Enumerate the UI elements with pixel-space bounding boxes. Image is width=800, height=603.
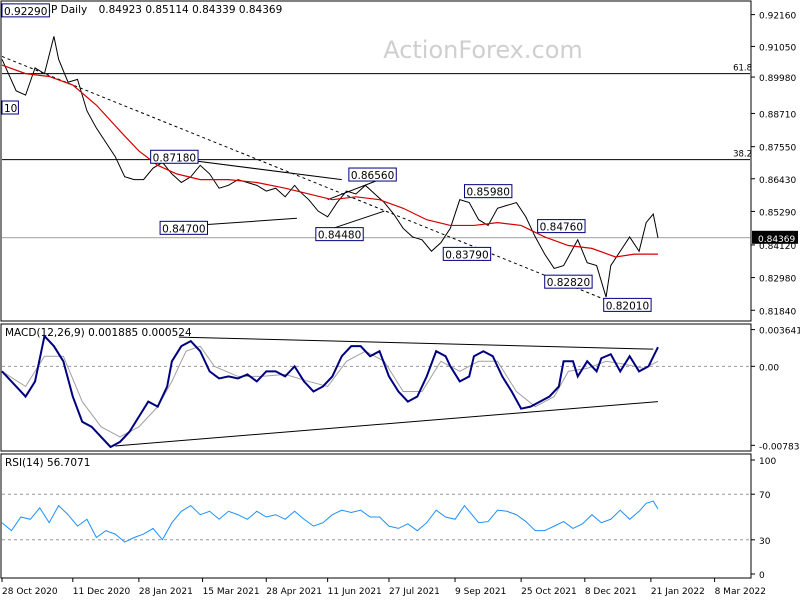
price-annotation-box bbox=[463, 184, 513, 199]
rsi-ytick-label: 70 bbox=[759, 491, 771, 501]
x-tick-label: 28 Apr 2021 bbox=[266, 587, 322, 597]
price-annotation: 10 bbox=[1, 100, 19, 115]
price-annotation: 0.85980 bbox=[463, 184, 513, 199]
price-annotation-text: 0.84700 bbox=[162, 223, 205, 235]
price-annotation-text: 0.82820 bbox=[547, 277, 590, 289]
price-ytick-label: 0.82980 bbox=[759, 275, 796, 285]
x-tick-label: 8 Mar 2022 bbox=[715, 587, 766, 597]
price-ytick-label: 0.81840 bbox=[759, 307, 796, 317]
watermark: ActionForex.com bbox=[383, 36, 583, 64]
macd-signal-series bbox=[1, 345, 659, 438]
macd-ytick-label: 0.003641 bbox=[759, 327, 800, 337]
current-price-tag-text: 0.84369 bbox=[758, 235, 795, 245]
price-annotation-box bbox=[348, 167, 397, 182]
price-layer: 61.8 38.2 0.92290 0.87180 0.84700 0.86560 0.84… bbox=[1, 3, 798, 317]
price-annotation: 0.86560 bbox=[348, 167, 397, 182]
x-tick-label: 11 Dec 2020 bbox=[73, 587, 131, 597]
macd-layer: 0.003641 0.00 -0.007839 bbox=[1, 327, 800, 452]
fib-label: 61.8 bbox=[733, 64, 752, 74]
rsi-series bbox=[1, 500, 659, 543]
rsi-ytick-label: 100 bbox=[759, 457, 776, 467]
rsi-panel-frame bbox=[0, 453, 752, 579]
price-annotation-box bbox=[315, 227, 364, 242]
timeframe-label: Daily bbox=[61, 4, 88, 16]
price-ytick-label: 0.92160 bbox=[759, 12, 796, 22]
price-annotation-text: 0.84760 bbox=[540, 222, 583, 234]
price-ytick-label: 0.91050 bbox=[759, 43, 796, 53]
price-ytick-label: 0.87550 bbox=[759, 144, 796, 154]
price-annotation-text: 0.82010 bbox=[606, 300, 649, 312]
x-tick-label: 21 Jan 2022 bbox=[651, 587, 705, 597]
rsi-ytick-label: 0 bbox=[759, 571, 765, 581]
price-annotation: 0.82010 bbox=[603, 297, 652, 312]
price-annotation: 0.83790 bbox=[442, 246, 492, 261]
price-annotation: 0.87180 bbox=[150, 149, 199, 164]
price-ytick-label: 0.86430 bbox=[759, 176, 796, 186]
price-annotation-box bbox=[1, 100, 19, 115]
price-annotation-text: 0.85980 bbox=[466, 187, 509, 199]
x-tick-label: 27 Jul 2021 bbox=[389, 587, 440, 597]
price-panel-frame bbox=[0, 0, 752, 322]
price-annotation: 0.84760 bbox=[537, 219, 586, 234]
x-tick-label: 8 Dec 2021 bbox=[585, 587, 637, 597]
price-annotation-text: 0.92290 bbox=[4, 6, 47, 18]
price-annotation: 0.84700 bbox=[159, 220, 208, 235]
current-price-tag bbox=[752, 230, 798, 244]
price-ytick-label: 0.85290 bbox=[759, 208, 796, 218]
price-annotation-box bbox=[603, 297, 652, 312]
price-annotation-box bbox=[442, 246, 492, 261]
price-annotation-box bbox=[1, 3, 50, 18]
macd-label: MACD(12,26,9) 0.001885 0.000524 bbox=[5, 327, 192, 339]
svg-text:EURGBP Daily 0: EURGBP Daily 0.84923 0.85114 0.84339 0.8… bbox=[14, 4, 282, 16]
x-tick-label: 15 Mar 2021 bbox=[203, 587, 260, 597]
rsi-label: RSI(14) 56.7071 bbox=[5, 457, 90, 469]
ohlc-readout: 0.84923 0.85114 0.84339 0.84369 bbox=[99, 4, 283, 16]
price-annotation-text: 0.87180 bbox=[153, 152, 196, 164]
price-annotation-box bbox=[537, 219, 586, 234]
x-tick-label: 25 Oct 2021 bbox=[521, 587, 577, 597]
price-ytick-label: 0.84120 bbox=[759, 242, 796, 252]
rsi-layer: 100 70 30 0 bbox=[1, 457, 776, 581]
macd-trendline bbox=[178, 336, 654, 350]
price-annotation-box bbox=[544, 274, 593, 289]
price-annotation-box bbox=[150, 149, 199, 164]
price-annotation-text: 0.84480 bbox=[318, 230, 361, 242]
price-annotation-text: 10 bbox=[4, 103, 17, 115]
macd-ytick-label: -0.007839 bbox=[759, 442, 800, 452]
x-tick-label: 28 Jan 2021 bbox=[139, 587, 193, 597]
fib-label: 38.2 bbox=[733, 150, 752, 160]
price-ytick-label: 0.88710 bbox=[759, 110, 796, 120]
price-series bbox=[1, 36, 659, 298]
price-trendline bbox=[327, 179, 380, 201]
price-ytick-label: 0.89980 bbox=[759, 74, 796, 84]
x-tick-label: 11 Jun 2021 bbox=[328, 587, 382, 597]
rsi-ytick-label: 30 bbox=[759, 537, 771, 547]
moving-average-series bbox=[1, 64, 658, 258]
price-annotation: 0.84480 bbox=[315, 227, 364, 242]
price-trendline bbox=[1, 55, 614, 304]
macd-trendline bbox=[115, 401, 659, 447]
price-annotation: 0.92290 bbox=[1, 3, 50, 18]
macd-series bbox=[1, 333, 659, 449]
macd-ytick-label: 0.00 bbox=[759, 363, 779, 373]
macd-panel-frame bbox=[0, 323, 752, 452]
price-annotation-box bbox=[159, 220, 208, 235]
x-axis: 28 Oct 2020 11 Dec 2020 28 Jan 2021 15 Mar … bbox=[1, 578, 766, 597]
price-annotation-text: 0.86560 bbox=[351, 170, 394, 182]
price-annotation-text: 0.83790 bbox=[445, 249, 488, 261]
x-tick-label: 28 Oct 2020 bbox=[2, 587, 58, 597]
x-tick-label: 9 Sep 2021 bbox=[455, 587, 506, 597]
price-annotation: 0.82820 bbox=[544, 274, 593, 289]
